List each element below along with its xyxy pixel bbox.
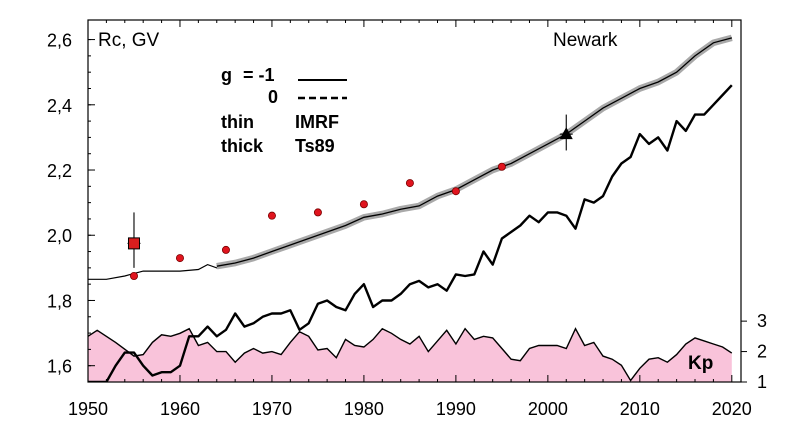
legend-thick-label: thick	[221, 136, 264, 156]
series-thick-line	[88, 84, 733, 382]
x-tick-label: 2010	[620, 399, 660, 419]
legend: g = -1 0 thin IMRF thick Ts89	[221, 65, 347, 156]
legend-thin-label: thin	[221, 112, 254, 132]
y-tick-label: 2,4	[47, 96, 72, 116]
legend-g-eq: = -1	[243, 65, 275, 85]
x-tick-label: 1960	[160, 399, 200, 419]
kp-tick-label: 1	[757, 372, 767, 392]
observation-point	[129, 272, 138, 281]
legend-g-zero: 0	[268, 87, 278, 107]
observation-point	[175, 254, 184, 263]
observation-point	[405, 179, 414, 188]
kp-line	[88, 327, 733, 382]
x-tick-label: 2020	[712, 399, 752, 419]
y-tick-label: 2,2	[47, 161, 72, 181]
legend-imrf-label: IMRF	[295, 112, 339, 132]
kp-tick-label: 2	[757, 342, 767, 362]
kp-area	[88, 328, 732, 382]
series-thick-gray-line	[216, 37, 732, 267]
y-tick-label: 1,8	[47, 291, 72, 311]
observation-point	[451, 187, 460, 196]
kp-area-layer	[88, 327, 733, 382]
plot-frame	[87, 19, 742, 383]
y-axis-title: Rc, GV	[98, 30, 160, 51]
observation-point	[267, 211, 276, 220]
observation-triangle-marker	[559, 127, 573, 140]
legend-ts89-label: Ts89	[295, 136, 335, 156]
y-tick-label: 2,6	[47, 31, 72, 51]
observation-point	[313, 208, 322, 217]
x-tick-label: 1970	[252, 399, 292, 419]
kp-axis-label: Kp	[688, 353, 713, 374]
y-tick-label: 1,6	[47, 357, 72, 377]
x-tick-label: 1950	[68, 399, 108, 419]
x-tick-label: 2000	[528, 399, 568, 419]
legend-g-label: g	[221, 65, 232, 85]
x-tick-label: 1980	[344, 399, 384, 419]
station-label: Newark	[553, 30, 618, 51]
observation-layer	[127, 114, 573, 281]
axis-layer: 1950 1960 1970 1980 1990 2000 2010 2020 1,6 1,8 2,…	[47, 20, 767, 419]
series-layer	[88, 34, 733, 382]
y-tick-label: 2,0	[47, 226, 72, 246]
observation-point	[497, 162, 506, 171]
kp-tick-label: 3	[757, 311, 767, 331]
x-tick-label: 1990	[436, 399, 476, 419]
observation-point	[221, 245, 230, 254]
series-thin-line	[88, 37, 732, 280]
observation-square-marker	[127, 237, 140, 250]
observation-point	[359, 200, 368, 209]
